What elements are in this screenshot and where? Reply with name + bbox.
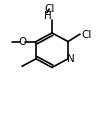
Text: Cl: Cl	[45, 4, 55, 13]
Text: H: H	[44, 10, 52, 20]
Text: N: N	[67, 54, 75, 64]
Text: O: O	[18, 37, 27, 47]
Text: Cl: Cl	[81, 30, 92, 40]
